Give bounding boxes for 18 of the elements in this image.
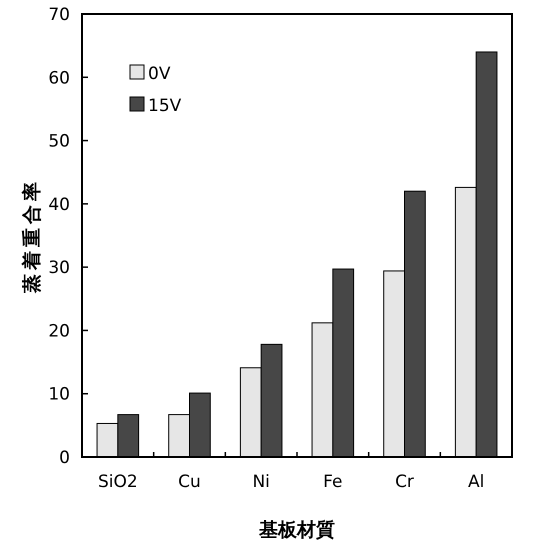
y-tick-label: 40	[48, 194, 70, 215]
x-tick-label: Cr	[395, 472, 414, 492]
x-tick-label: SiO2	[98, 472, 138, 492]
x-tick-label: Ni	[252, 472, 270, 492]
y-tick-label: 50	[48, 132, 70, 152]
legend-label: 15V	[148, 96, 182, 116]
legend-label: 0V	[148, 64, 171, 84]
y-tick-label: 60	[48, 68, 70, 88]
y-tick-label: 30	[48, 258, 70, 278]
y-axis-title: 蒸着重合率	[21, 178, 43, 294]
x-axis-title: 基板材質	[258, 519, 335, 541]
y-tick-label: 10	[48, 384, 70, 405]
y-tick-label: 0	[59, 448, 70, 468]
x-tick-label: Al	[468, 472, 484, 492]
y-tick-label: 70	[48, 5, 70, 25]
y-tick-label: 20	[48, 321, 70, 342]
x-tick-label: Cu	[178, 472, 201, 492]
x-tick-label: Fe	[323, 472, 342, 492]
